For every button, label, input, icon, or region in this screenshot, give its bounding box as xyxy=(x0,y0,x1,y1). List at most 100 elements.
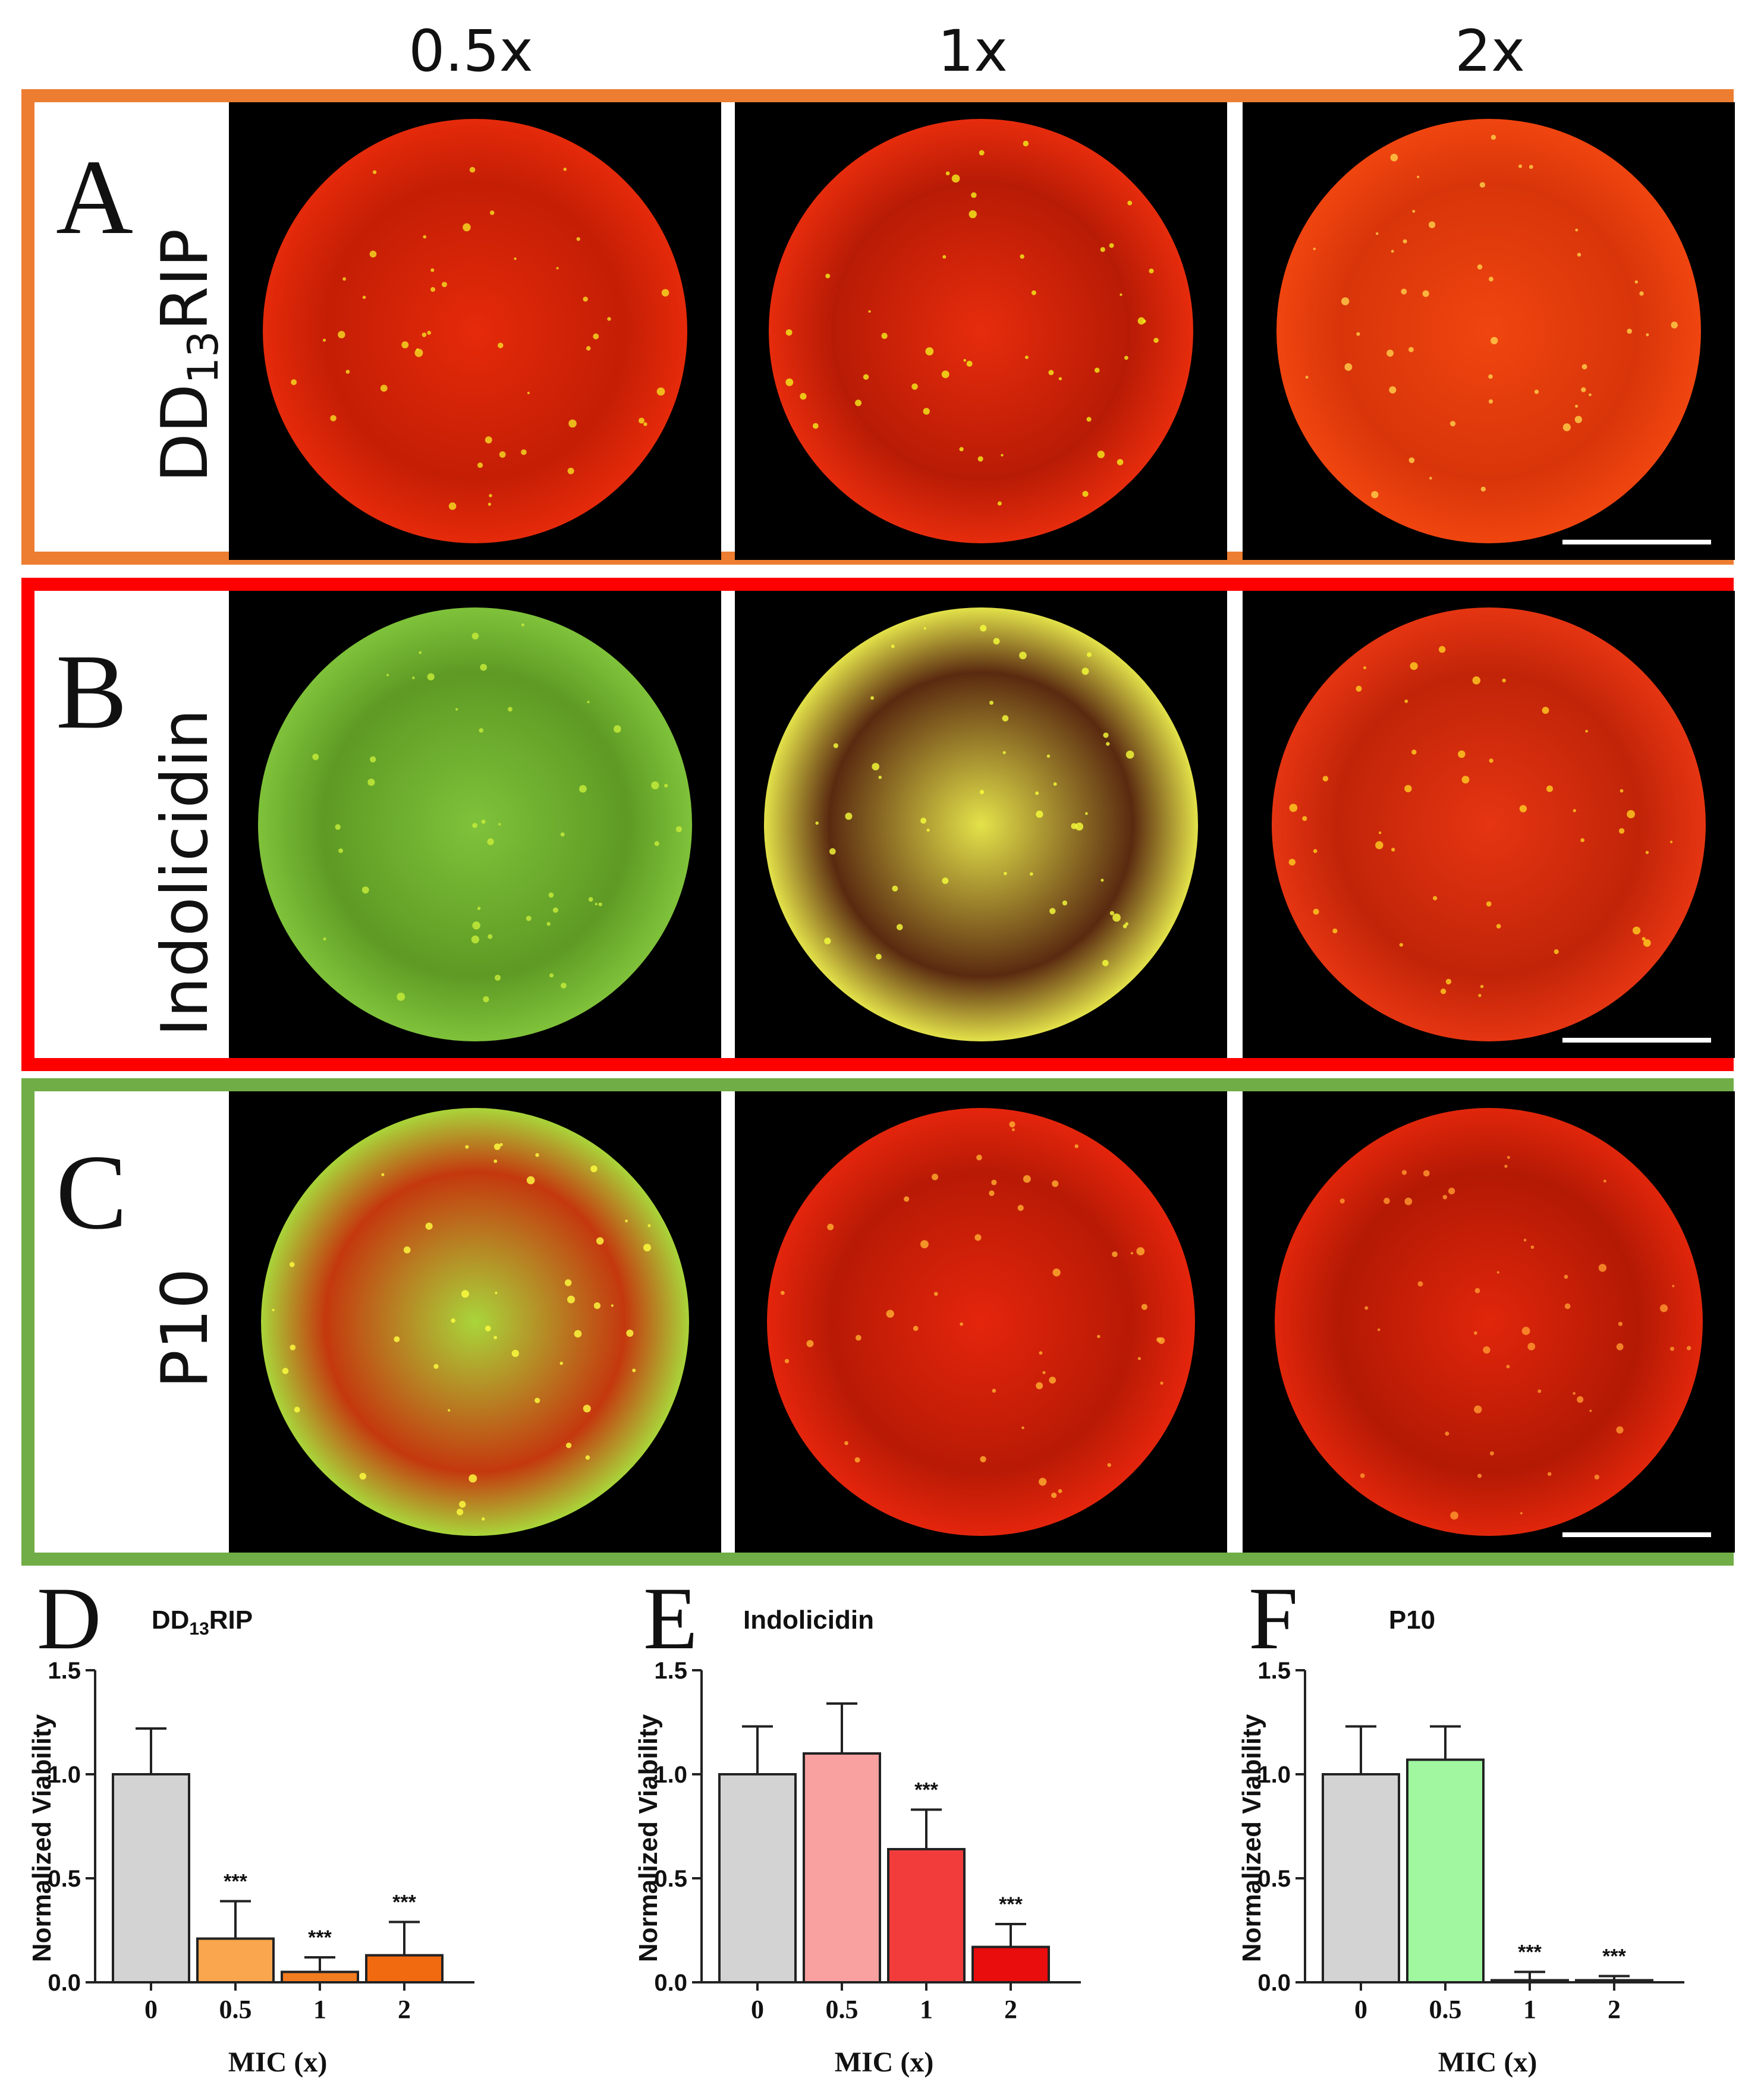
speckle xyxy=(1616,1343,1624,1350)
speckle xyxy=(1574,415,1582,423)
speckle xyxy=(1322,776,1329,782)
speckle xyxy=(1339,1198,1345,1204)
speckle xyxy=(876,953,882,960)
y-tick-label: 1.0 xyxy=(48,1762,81,1788)
speckle xyxy=(480,663,488,671)
speckle xyxy=(1496,1271,1499,1274)
speckle xyxy=(427,673,435,681)
speckle xyxy=(945,171,950,176)
speckle xyxy=(342,277,346,281)
speckle xyxy=(1488,276,1493,282)
significance-label: *** xyxy=(999,1893,1023,1916)
micrograph-tile xyxy=(1243,591,1735,1058)
speckle xyxy=(1082,490,1089,498)
speckle xyxy=(1598,1264,1607,1272)
biofilm-disc xyxy=(1275,1108,1703,1536)
speckle xyxy=(1480,486,1486,492)
speckle xyxy=(414,348,423,357)
speckle xyxy=(576,237,580,241)
speckle xyxy=(1449,421,1456,427)
speckle xyxy=(482,1517,485,1521)
speckle xyxy=(614,725,621,733)
speckle xyxy=(534,1397,540,1403)
speckle xyxy=(361,886,369,894)
x-tick-label: 1 xyxy=(1523,1995,1536,2024)
speckle xyxy=(1408,457,1415,464)
speckle xyxy=(499,1143,503,1147)
speckle xyxy=(991,1179,997,1185)
speckle xyxy=(546,922,551,926)
speckle xyxy=(508,707,512,712)
micrograph-tile xyxy=(1243,102,1735,560)
speckle xyxy=(1616,1426,1624,1434)
speckle xyxy=(289,1262,295,1267)
speckle xyxy=(468,1474,477,1483)
micrograph-tile xyxy=(735,591,1227,1058)
scale-bar xyxy=(1562,540,1711,544)
x-tick-label: 0.5 xyxy=(826,1995,859,2024)
speckle xyxy=(1401,1170,1407,1175)
speckle xyxy=(920,1240,929,1249)
y-tick-label: 0.5 xyxy=(1257,1866,1291,1892)
speckle xyxy=(579,785,587,793)
speckle xyxy=(587,701,590,704)
speckle xyxy=(498,823,501,826)
speckle xyxy=(488,934,493,939)
y-axis-label: Normalized Viability xyxy=(634,1714,663,1962)
bar-chart-indolicidin: Indolicidin 0.0 0.5 1.0 1.5 Normalized Viabil… xyxy=(634,1605,1081,2078)
speckle xyxy=(493,1159,498,1163)
speckle xyxy=(1100,247,1105,252)
speckle xyxy=(403,1246,411,1254)
speckle xyxy=(425,1222,433,1230)
speckle xyxy=(1527,1342,1536,1350)
x-axis-label: MIC (x) xyxy=(1438,2047,1537,2078)
significance-label: *** xyxy=(914,1779,938,1802)
speckle xyxy=(1594,1474,1600,1480)
speckle xyxy=(1020,254,1024,259)
speckle xyxy=(854,1457,860,1463)
speckle xyxy=(855,1334,861,1341)
speckle xyxy=(960,1322,963,1326)
speckle xyxy=(989,700,993,705)
y-tick-label: 0.5 xyxy=(654,1866,687,1892)
y-tick-label: 1.5 xyxy=(48,1658,81,1684)
speckle xyxy=(1554,949,1559,955)
speckle xyxy=(925,347,934,356)
speckle xyxy=(1562,423,1571,432)
speckle xyxy=(1074,1144,1078,1148)
speckle xyxy=(1102,959,1109,966)
speckle xyxy=(980,1456,986,1463)
speckle xyxy=(427,330,432,335)
speckle xyxy=(448,502,457,510)
speckle xyxy=(942,877,949,884)
speckle xyxy=(1087,652,1092,657)
speckle xyxy=(1489,758,1493,763)
speckle xyxy=(1021,1426,1024,1430)
speckle xyxy=(923,627,926,630)
speckle xyxy=(1052,1180,1059,1187)
speckle xyxy=(1445,1431,1449,1436)
speckle xyxy=(338,848,343,854)
speckle xyxy=(521,449,527,455)
micrograph-tile xyxy=(735,102,1227,560)
speckle xyxy=(780,1290,785,1295)
speckle xyxy=(932,1173,938,1180)
speckle xyxy=(1408,347,1414,352)
speckle xyxy=(451,1318,455,1323)
speckle xyxy=(1012,1128,1015,1132)
speckle xyxy=(855,399,862,407)
y-tick-label: 1.5 xyxy=(1257,1658,1291,1684)
speckle xyxy=(1360,1473,1365,1478)
speckle xyxy=(552,907,558,913)
speckle xyxy=(560,832,565,837)
speckle xyxy=(654,841,659,846)
speckle xyxy=(1124,355,1128,360)
speckle xyxy=(412,676,415,679)
speckle xyxy=(979,789,985,795)
bar-chart-p10: P10 0.0 0.5 1.0 1.5 Normalized Viability 0 0.5 *… xyxy=(1237,1605,1684,2078)
row-letter-c: C xyxy=(56,1133,128,1251)
speckle xyxy=(1024,355,1029,360)
speckle xyxy=(493,1336,498,1340)
micrograph-tile xyxy=(229,102,721,560)
